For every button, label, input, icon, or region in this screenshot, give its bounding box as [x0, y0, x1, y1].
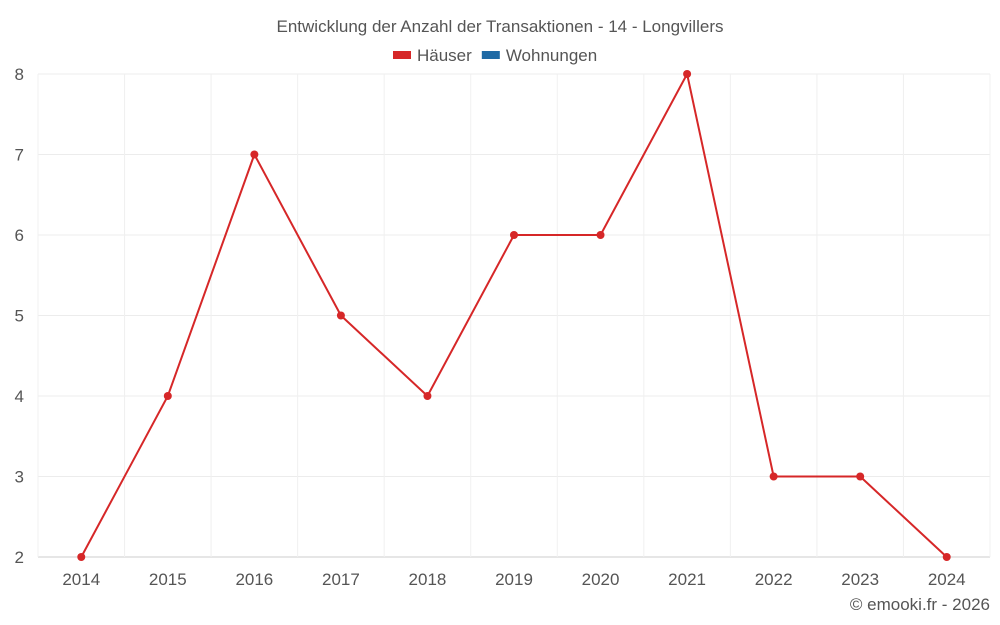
data-point[interactable] [942, 553, 951, 561]
data-point[interactable] [423, 392, 432, 400]
data-point[interactable] [596, 231, 605, 239]
x-tick-label: 2015 [149, 570, 187, 589]
data-point[interactable] [683, 70, 692, 78]
data-point[interactable] [769, 472, 778, 481]
y-tick-label: 6 [15, 226, 24, 245]
x-tick-label: 2016 [235, 570, 273, 589]
data-point[interactable] [250, 150, 259, 159]
y-tick-label: 3 [15, 468, 24, 487]
x-tick-label: 2020 [582, 570, 620, 589]
legend-label-1[interactable]: Wohnungen [506, 46, 597, 65]
data-point[interactable] [510, 231, 518, 239]
x-tick-label: 2017 [322, 570, 360, 589]
x-tick-label: 2018 [409, 570, 447, 589]
data-point[interactable] [336, 311, 345, 320]
axes: 2 3 4 5 6 7 8 2014 2015 2016 2017 2018 2019 2020 2021 2… [15, 65, 966, 589]
data-point[interactable] [163, 392, 172, 400]
x-tick-label: 2021 [668, 570, 706, 589]
legend-label-0[interactable]: Häuser [417, 46, 472, 65]
series [77, 70, 951, 561]
y-tick-label: 5 [15, 307, 24, 326]
x-tick-label: 2019 [495, 570, 533, 589]
y-tick-label: 4 [15, 387, 24, 406]
legend-swatch-1 [481, 51, 500, 59]
grid [37, 73, 991, 558]
y-tick-label: 8 [15, 65, 24, 84]
y-tick-label: 2 [15, 548, 24, 567]
legend: Häuser Wohnungen [393, 46, 597, 65]
x-tick-label: 2014 [62, 570, 100, 589]
chart-title: Entwicklung der Anzahl der Transaktionen… [277, 17, 724, 36]
legend-swatch-0 [393, 51, 411, 59]
data-point[interactable] [856, 472, 865, 481]
copyright: © emooki.fr - 2026 [850, 595, 990, 614]
x-tick-label: 2024 [928, 570, 966, 589]
data-point[interactable] [77, 553, 86, 561]
x-tick-label: 2023 [841, 570, 879, 589]
y-tick-label: 7 [15, 146, 24, 165]
x-tick-label: 2022 [755, 570, 793, 589]
